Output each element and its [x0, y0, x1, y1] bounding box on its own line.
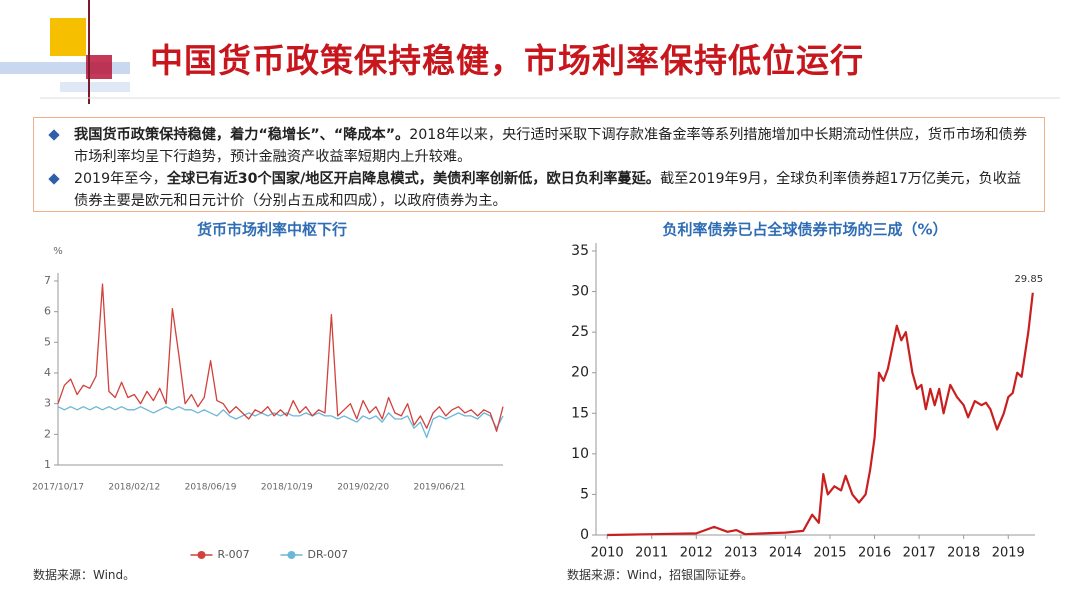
y-tick-label: 35	[571, 243, 589, 259]
chart-title: 负利率债券已占全球债券市场的三成（%）	[662, 221, 947, 239]
bullet-text: 2018年以来，央行适时采取下调存款准备金率等系列措施增加中长期流动性供应，货币…	[74, 127, 1028, 165]
y-tick-label: 7	[44, 274, 51, 287]
series-line	[57, 283, 504, 432]
y-tick-label: 15	[571, 405, 589, 421]
y-tick-label: 4	[44, 366, 51, 379]
x-tick-label: 2015	[813, 546, 846, 561]
source: 数据来源：Wind。	[33, 568, 136, 582]
summary-box: 我国货币政策保持稳健，着力“稳增长”、“降成本”。2018年以来，央行适时采取下…	[33, 117, 1045, 212]
y-tick-label: 2	[44, 427, 51, 440]
bullet-text: 2019年至今，	[74, 171, 167, 187]
y-tick-label: 1	[44, 458, 51, 471]
y-tick-label: 5	[580, 486, 589, 502]
bullet-text: 全球已有近30个国家/地区开启降息模式，美债利率创新低，欧日负利率蔓延。	[166, 171, 660, 187]
deco-red	[86, 55, 112, 79]
bullet: 2019年至今，全球已有近30个国家/地区开启降息模式，美债利率创新低，欧日负利…	[48, 168, 1034, 212]
series-line	[607, 292, 1034, 537]
x-tick-label: 2017	[903, 546, 936, 561]
y-axis-label: %	[53, 246, 63, 257]
x-tick-label: 2013	[724, 546, 757, 561]
x-tick-label: 2017/10/17	[32, 483, 84, 493]
deco-band	[60, 82, 130, 92]
title: 中国货币政策保持稳健，市场利率保持低位运行	[150, 41, 864, 80]
x-tick-label: 2011	[635, 546, 668, 561]
x-tick-label: 2012	[680, 546, 713, 561]
legend-marker	[197, 551, 206, 559]
deco-yellow	[50, 18, 86, 56]
x-tick-label: 2010	[591, 546, 624, 561]
legend-label: R-007	[218, 548, 250, 561]
x-tick-label: 2018	[947, 546, 980, 561]
y-tick-label: 30	[571, 284, 589, 300]
legend-marker	[287, 551, 296, 559]
x-tick-label: 2018/10/19	[261, 483, 313, 493]
y-tick-label: 10	[571, 446, 589, 462]
x-tick-label: 2018/02/12	[108, 483, 160, 493]
x-tick-label: 2019	[992, 546, 1025, 561]
x-tick-label: 2014	[769, 546, 802, 561]
legend-label: DR-007	[308, 548, 349, 561]
y-tick-label: 3	[44, 397, 51, 410]
x-tick-label: 2019/06/21	[413, 483, 465, 493]
x-tick-label: 2019/02/20	[337, 483, 389, 493]
bullet-text: 截至2019年9月，全球负利率债券超17万亿美元，负收益债券主要是欧元和日元计价…	[74, 171, 1022, 209]
x-tick-label: 2018/06/19	[185, 483, 237, 493]
data-label: 29.85	[1014, 274, 1043, 285]
y-tick-label: 0	[580, 527, 589, 543]
y-tick-label: 20	[571, 365, 589, 381]
bullet: 我国货币政策保持稳健，着力“稳增长”、“降成本”。2018年以来，央行适时采取下…	[48, 124, 1034, 168]
y-tick-label: 25	[571, 324, 589, 340]
series-line	[57, 406, 504, 439]
x-tick-label: 2016	[858, 546, 891, 561]
source: 数据来源：Wind，招银国际证券。	[567, 568, 754, 582]
bullet-text: 我国货币政策保持稳健，着力“稳增长”、“降成本”。	[74, 127, 410, 143]
y-tick-label: 5	[44, 335, 51, 348]
chart-title: 货币市场利率中枢下行	[197, 221, 347, 239]
y-tick-label: 6	[44, 305, 51, 318]
